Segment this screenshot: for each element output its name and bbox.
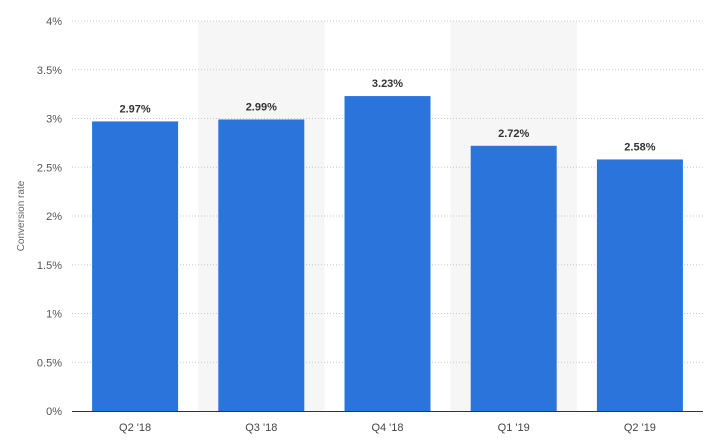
y-tick-label: 2% — [46, 211, 62, 223]
bars — [92, 96, 683, 412]
x-tick-label: Q3 '18 — [245, 422, 277, 434]
bar[interactable] — [92, 121, 179, 412]
y-tick-label: 1% — [46, 309, 62, 321]
data-labels: 2.97% 2.99% 3.23% 2.72% 2.58% — [119, 78, 655, 153]
bar[interactable] — [344, 96, 431, 411]
bar[interactable] — [470, 145, 557, 412]
y-tick-label: 3.5% — [37, 65, 62, 77]
x-tick-label: Q2 '18 — [119, 422, 151, 434]
data-label: 2.58% — [624, 141, 655, 153]
data-label: 2.97% — [119, 103, 150, 115]
y-tick-label: 0% — [46, 406, 62, 418]
x-tick-label: Q4 '18 — [371, 422, 403, 434]
y-tick-label: 2.5% — [37, 162, 62, 174]
x-tick-label: Q2 '19 — [624, 422, 656, 434]
bar[interactable] — [596, 159, 683, 411]
data-label: 2.72% — [498, 128, 529, 140]
y-tick-label: 1.5% — [37, 260, 62, 272]
data-label: 2.99% — [246, 101, 277, 113]
y-axis-ticks: 0% 0.5% 1% 1.5% 2% 2.5% 3% 3.5% 4% — [37, 16, 62, 418]
x-axis-ticks: Q2 '18 Q3 '18 Q4 '18 Q1 '19 Q2 '19 — [119, 422, 656, 434]
x-tick-label: Q1 '19 — [498, 422, 530, 434]
y-tick-label: 0.5% — [37, 357, 62, 369]
data-label: 3.23% — [372, 78, 403, 90]
y-axis-label: Conversion rate — [16, 180, 27, 251]
y-tick-label: 3% — [46, 114, 62, 126]
y-tick-label: 4% — [46, 16, 62, 28]
bar[interactable] — [218, 119, 305, 411]
